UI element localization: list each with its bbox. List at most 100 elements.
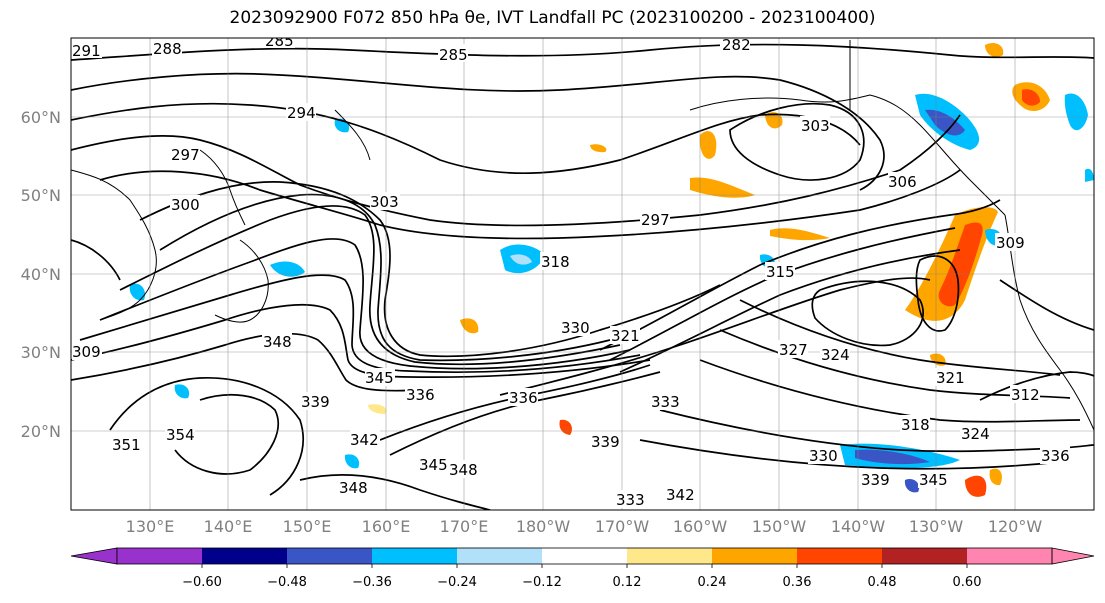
contour-label: 288 — [153, 40, 182, 58]
contour-label: 345 — [919, 471, 948, 489]
coastlines — [71, 40, 1094, 431]
positive-anomaly-patch — [965, 475, 987, 497]
lon-label: 130°E — [126, 517, 175, 536]
negative-anomaly-patch — [129, 283, 146, 301]
contour-label: 282 — [722, 36, 751, 54]
contour-line — [739, 299, 1061, 376]
positive-anomaly-patch — [368, 404, 387, 414]
contour-line — [71, 332, 421, 392]
colorbar: −0.60 −0.48 −0.36 −0.24 −0.12 0.12 0.24 … — [70, 547, 1095, 590]
contour-line — [79, 274, 641, 374]
colorbar-segment — [627, 548, 712, 564]
contour-label: 297 — [171, 146, 200, 164]
colorbar-segment — [457, 548, 542, 564]
colorbar-tick-label: 0.36 — [783, 575, 812, 590]
contour-line — [159, 193, 611, 362]
contour-label: 306 — [888, 173, 917, 191]
lon-label: 140°E — [204, 517, 253, 536]
colorbar-extend-low — [70, 547, 118, 565]
contour-line — [811, 280, 924, 347]
colorbar-tick-label: −0.12 — [522, 575, 562, 590]
lon-label: 160°W — [673, 517, 728, 536]
contour-label: 330 — [561, 319, 590, 337]
contour-line — [139, 181, 721, 358]
colorbar-segment — [967, 548, 1052, 564]
colorbar-segment — [117, 548, 202, 564]
lon-label: 160°E — [362, 517, 411, 536]
contour-label: 327 — [779, 341, 808, 359]
positive-anomaly-patch — [765, 112, 783, 129]
colorbar-tick-label: −0.60 — [182, 575, 222, 590]
latitude-labels: 60°N 50°N 40°N 30°N 20°N — [21, 108, 61, 441]
lon-label: 150°E — [283, 517, 332, 536]
contour-label: 309 — [72, 343, 101, 361]
contour-label: 336 — [1041, 447, 1070, 465]
lat-label: 30°N — [21, 343, 61, 362]
contour-label: 339 — [861, 471, 890, 489]
ivt-shading-layer — [129, 43, 1094, 497]
contour-label: 333 — [651, 393, 680, 411]
contour-label: 321 — [936, 369, 965, 387]
lon-label: 120°W — [988, 517, 1043, 536]
contour-line — [71, 114, 961, 227]
longitude-labels: 130°E 140°E 150°E 160°E 170°E 180°W 170°… — [126, 517, 1043, 536]
contour-line — [174, 394, 280, 475]
contour-label: 342 — [666, 486, 695, 504]
contour-line — [71, 43, 1094, 61]
contour-label: 297 — [641, 211, 670, 229]
contour-line — [999, 279, 1094, 331]
colorbar-segment — [882, 548, 967, 564]
coastline — [71, 169, 157, 321]
contour-label: 342 — [350, 431, 379, 449]
contour-label: 348 — [263, 333, 292, 351]
colorbar-segment — [712, 548, 797, 564]
contour-label: 309 — [996, 234, 1025, 252]
contour-label: 291 — [72, 42, 101, 60]
negative-anomaly-patch — [174, 384, 190, 399]
contour-label: 348 — [449, 461, 478, 479]
positive-anomaly-ak-core — [1022, 89, 1040, 106]
negative-anomaly-patch — [344, 454, 360, 469]
contour-label: 321 — [611, 327, 640, 345]
contour-label: 285 — [265, 32, 294, 50]
negative-anomaly-patch — [1085, 168, 1094, 182]
contour-label: 318 — [901, 416, 930, 434]
coastline — [1004, 214, 1094, 431]
contour-line — [729, 102, 865, 181]
negative-anomaly-patch — [904, 479, 920, 493]
contour-label: 315 — [766, 263, 795, 281]
contour-label: 330 — [809, 447, 838, 465]
contour-label: 345 — [419, 456, 448, 474]
coastline — [689, 94, 1006, 216]
contour-line — [599, 199, 1001, 351]
coastline — [334, 109, 371, 161]
positive-anomaly-patch — [989, 468, 1002, 486]
lon-label: 180°W — [516, 517, 571, 536]
lon-label: 140°W — [831, 517, 886, 536]
contour-label: 318 — [541, 253, 570, 271]
colorbar-tick-label: 0.60 — [953, 575, 982, 590]
negative-anomaly-patch — [510, 254, 532, 265]
contour-label-layer: 291 288 285 285 282 294 297 300 303 303 … — [72, 32, 1070, 509]
coastline — [199, 149, 246, 226]
colorbar-segment — [542, 548, 627, 564]
colorbar-tick-label: −0.48 — [267, 575, 307, 590]
contour-label: 354 — [166, 426, 195, 444]
positive-anomaly-patch — [690, 177, 755, 198]
contour-label: 303 — [370, 193, 399, 211]
contour-line — [119, 205, 621, 366]
positive-anomaly-patch — [985, 43, 1004, 57]
positive-anomaly-patch — [770, 228, 830, 241]
strong-negative-anomaly-ak — [925, 109, 965, 136]
positive-anomaly-patch — [590, 144, 607, 153]
contour-label: 294 — [287, 104, 316, 122]
contour-label: 345 — [365, 369, 394, 387]
contour-line — [99, 238, 631, 370]
contour-line — [71, 72, 885, 191]
contour-label: 336 — [406, 386, 435, 404]
lon-label: 170°E — [440, 517, 489, 536]
contour-label: 312 — [1011, 386, 1040, 404]
contour-label: 339 — [591, 433, 620, 451]
map-title: 2023092900 F072 850 hPa θe, IVT Landfall… — [229, 8, 876, 28]
contour-line — [979, 371, 1094, 401]
